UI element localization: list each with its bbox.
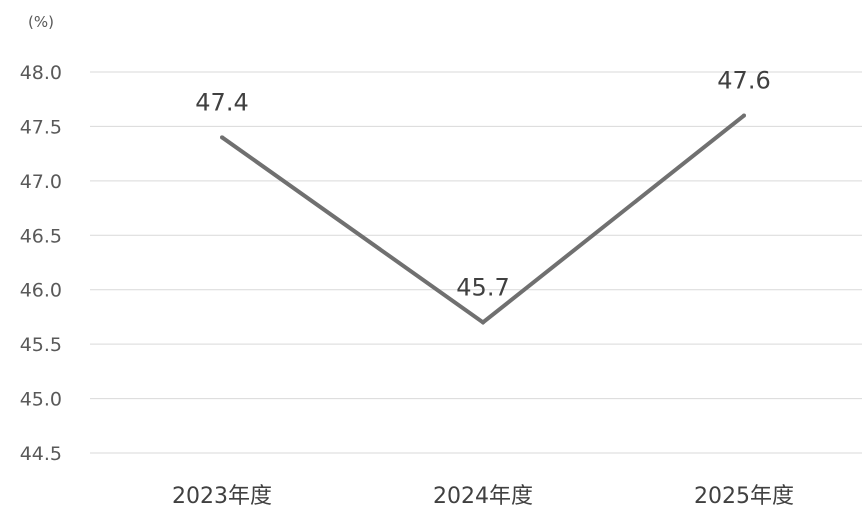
y-tick-label: 45.5 <box>20 334 62 356</box>
y-axis-ticks: 48.0 47.5 47.0 46.5 46.0 45.5 45.0 44.5 <box>20 62 62 465</box>
data-label: 45.7 <box>456 273 509 301</box>
y-tick-label: 48.0 <box>20 62 62 84</box>
x-tick-label: 2024年度 <box>433 484 533 509</box>
y-tick-label: 46.5 <box>20 225 62 247</box>
y-axis-unit-label: (%) <box>28 13 54 31</box>
data-point <box>742 113 746 118</box>
x-tick-label: 2023年度 <box>172 484 272 509</box>
data-labels: 47.4 45.7 47.6 <box>195 67 770 302</box>
data-label: 47.4 <box>195 88 248 116</box>
y-tick-label: 45.0 <box>20 389 62 411</box>
y-tick-label: 47.0 <box>20 171 62 193</box>
y-tick-label: 46.0 <box>20 280 62 302</box>
x-axis-ticks: 2023年度 2024年度 2025年度 <box>172 484 794 509</box>
y-tick-label: 44.5 <box>20 443 62 465</box>
data-point <box>481 320 485 325</box>
gridlines <box>90 71 862 454</box>
series-layer <box>220 113 746 325</box>
data-label: 47.6 <box>717 67 770 95</box>
x-tick-label: 2025年度 <box>694 484 794 509</box>
data-point <box>220 135 224 140</box>
y-tick-label: 47.5 <box>20 116 62 138</box>
